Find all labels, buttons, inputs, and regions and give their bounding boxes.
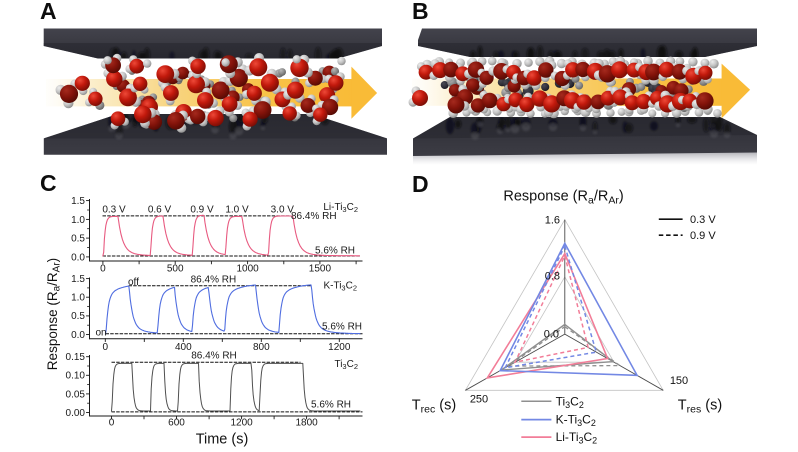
svg-text:1.5: 1.5 [71,274,85,285]
svg-text:1800: 1800 [295,418,318,429]
svg-text:5.6% RH: 5.6% RH [322,322,362,333]
svg-text:1500: 1500 [309,264,332,275]
svg-text:Tres (s): Tres (s) [678,398,722,416]
svg-text:0.15: 0.15 [66,352,86,363]
svg-text:0.0: 0.0 [544,329,559,341]
svg-text:1.0: 1.0 [71,215,85,226]
svg-text:K-Ti3C2: K-Ti3C2 [323,281,357,293]
svg-text:0.0: 0.0 [71,330,85,341]
svg-text:Trec (s): Trec (s) [412,398,456,416]
svg-text:0.05: 0.05 [66,389,86,400]
svg-text:1200: 1200 [230,418,253,429]
svg-text:1.5: 1.5 [71,196,85,207]
svg-text:1.6: 1.6 [545,215,560,227]
svg-text:0.6 V: 0.6 V [148,204,172,215]
svg-text:1.0: 1.0 [71,293,85,304]
svg-text:86.4% RH: 86.4% RH [291,211,337,222]
svg-text:Li-Ti3C2: Li-Ti3C2 [323,202,358,214]
svg-text:Ti3C2: Ti3C2 [334,359,358,371]
svg-text:0.0: 0.0 [71,252,85,263]
svg-text:0.9 V: 0.9 V [190,204,214,215]
svg-text:86.4% RH: 86.4% RH [191,350,237,361]
svg-text:1200: 1200 [328,342,351,353]
svg-text:5.6% RH: 5.6% RH [311,399,351,410]
svg-text:0.3 V: 0.3 V [102,204,126,215]
svg-text:600: 600 [168,418,185,429]
svg-text:150: 150 [670,375,688,387]
svg-text:0.00: 0.00 [66,408,86,419]
svg-text:Li-Ti3C2: Li-Ti3C2 [556,430,598,446]
svg-text:0: 0 [103,342,109,353]
svg-text:1000: 1000 [236,264,259,275]
svg-text:250: 250 [470,394,488,406]
svg-text:0.9 V: 0.9 V [690,230,716,242]
svg-text:400: 400 [175,342,192,353]
svg-text:1.0 V: 1.0 V [225,204,249,215]
svg-text:3.0 V: 3.0 V [271,204,295,215]
svg-text:0: 0 [109,418,115,429]
svg-text:5.6% RH: 5.6% RH [315,246,355,257]
svg-text:0.5: 0.5 [71,311,85,322]
svg-text:86.4% RH: 86.4% RH [191,274,237,285]
svg-text:800: 800 [253,342,270,353]
svg-text:0: 0 [100,264,106,275]
svg-text:0.3 V: 0.3 V [690,214,716,226]
svg-text:0.10: 0.10 [66,371,86,382]
svg-text:on: on [96,328,107,339]
svg-text:Response (Ra/RAr): Response (Ra/RAr) [503,189,623,207]
svg-text:0.5: 0.5 [71,234,85,245]
svg-text:0.8: 0.8 [545,271,560,283]
svg-text:K-Ti3C2: K-Ti3C2 [556,413,596,429]
svg-text:off: off [128,277,139,288]
svg-text:Time (s): Time (s) [196,432,249,448]
svg-text:Ti3C2: Ti3C2 [556,394,584,410]
svg-text:Response (Ra/RAr): Response (Ra/RAr) [45,258,63,370]
svg-text:500: 500 [167,264,184,275]
